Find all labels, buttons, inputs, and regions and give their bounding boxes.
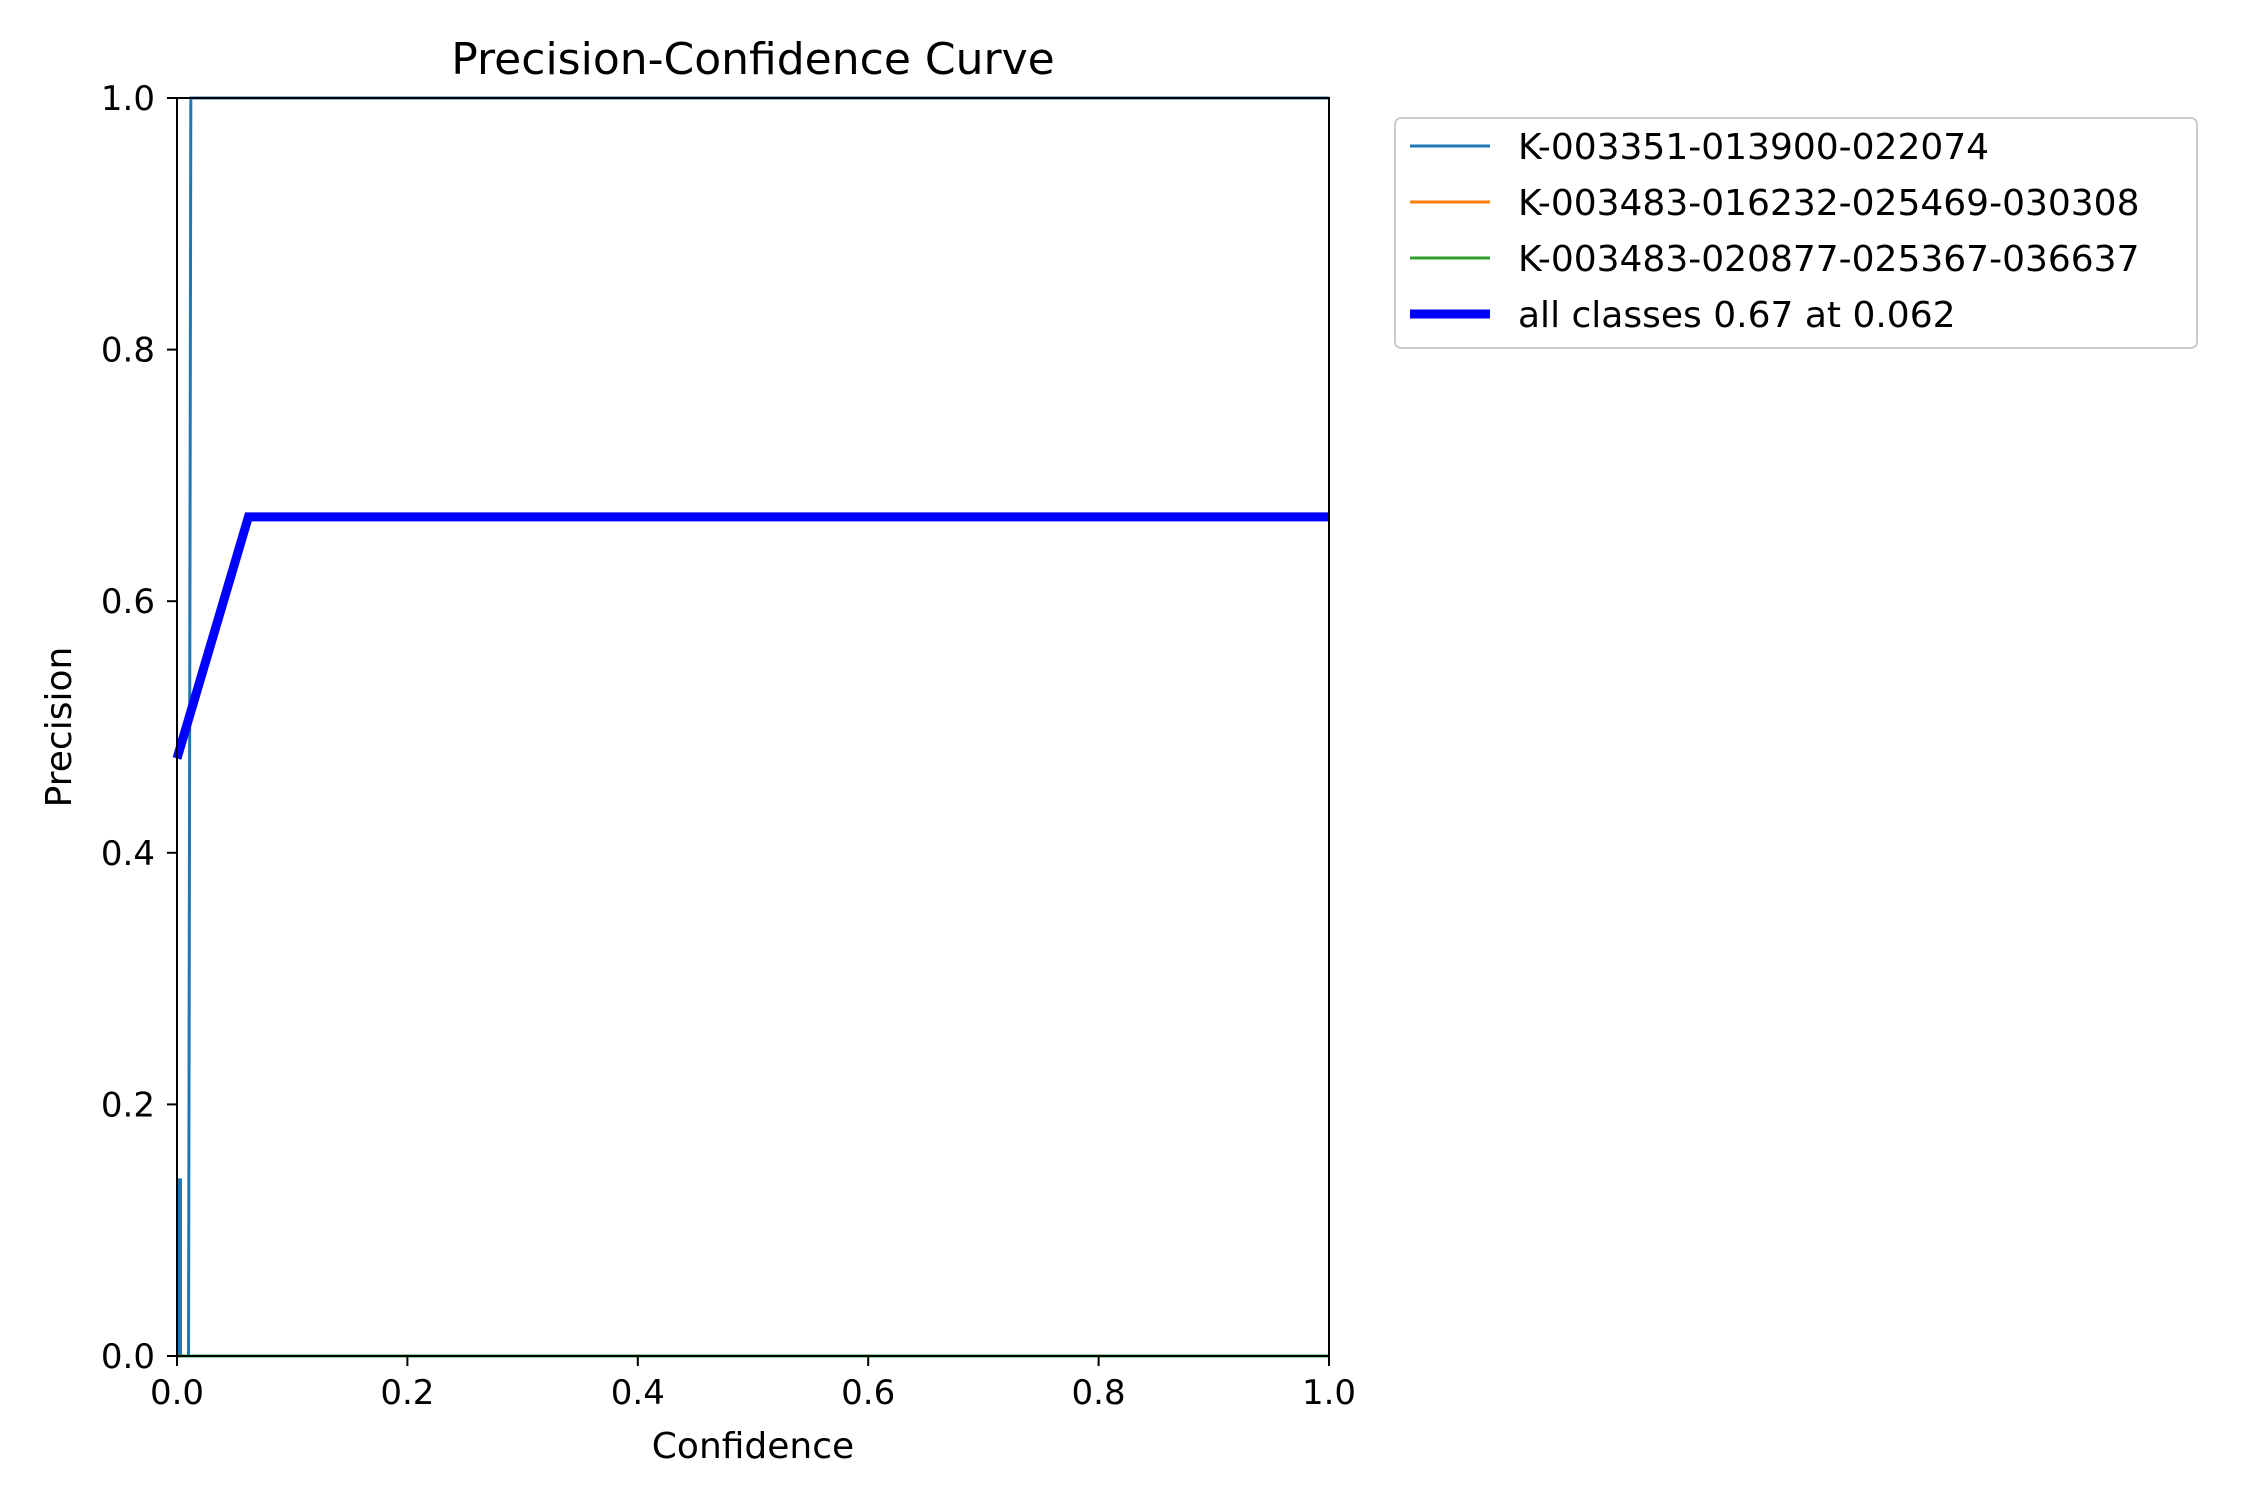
- y-tick-label: 0.2: [101, 1085, 155, 1125]
- x-axis-title: Confidence: [652, 1426, 854, 1467]
- y-tick-label: 0.4: [101, 834, 155, 874]
- y-axis: 0.0 0.2 0.4 0.6 0.8 1.0: [101, 79, 177, 1377]
- x-tick-label: 0.2: [380, 1373, 434, 1413]
- legend-frame: [1394, 117, 2198, 349]
- plot-frame: [176, 97, 1330, 1357]
- x-tick-label: 0.6: [841, 1373, 895, 1413]
- series-line-1: [177, 96, 1329, 1358]
- plot-area: [172, 96, 1330, 1358]
- series-line-4: [172, 512, 1329, 760]
- y-tick-label: 0.6: [101, 582, 155, 622]
- x-axis: 0.0 0.2 0.4 0.6 0.8 1.0: [150, 1356, 1356, 1413]
- legend: K-003351-013900-022074 K-003483-016232-02…: [1394, 117, 2198, 349]
- legend-items: K-003351-013900-022074 K-003483-016232-02…: [1410, 127, 2140, 336]
- y-tick-label: 0.0: [101, 1337, 155, 1377]
- y-tick-label: 0.8: [101, 331, 155, 371]
- legend-label-2: K-003483-016232-025469-030308: [1518, 183, 2140, 224]
- x-tick-label: 0.0: [150, 1373, 204, 1413]
- y-tick-label: 1.0: [101, 79, 155, 119]
- legend-label-4: all classes 0.67 at 0.062: [1518, 295, 1956, 336]
- x-tick-label: 1.0: [1302, 1373, 1356, 1413]
- x-tick-label: 0.8: [1072, 1373, 1126, 1413]
- legend-label-1: K-003351-013900-022074: [1518, 127, 1989, 168]
- chart-title: Precision-Confidence Curve: [451, 34, 1054, 85]
- legend-label-3: K-003483-020877-025367-036637: [1518, 239, 2140, 280]
- y-axis-title: Precision: [39, 647, 80, 808]
- x-tick-label: 0.4: [611, 1373, 665, 1413]
